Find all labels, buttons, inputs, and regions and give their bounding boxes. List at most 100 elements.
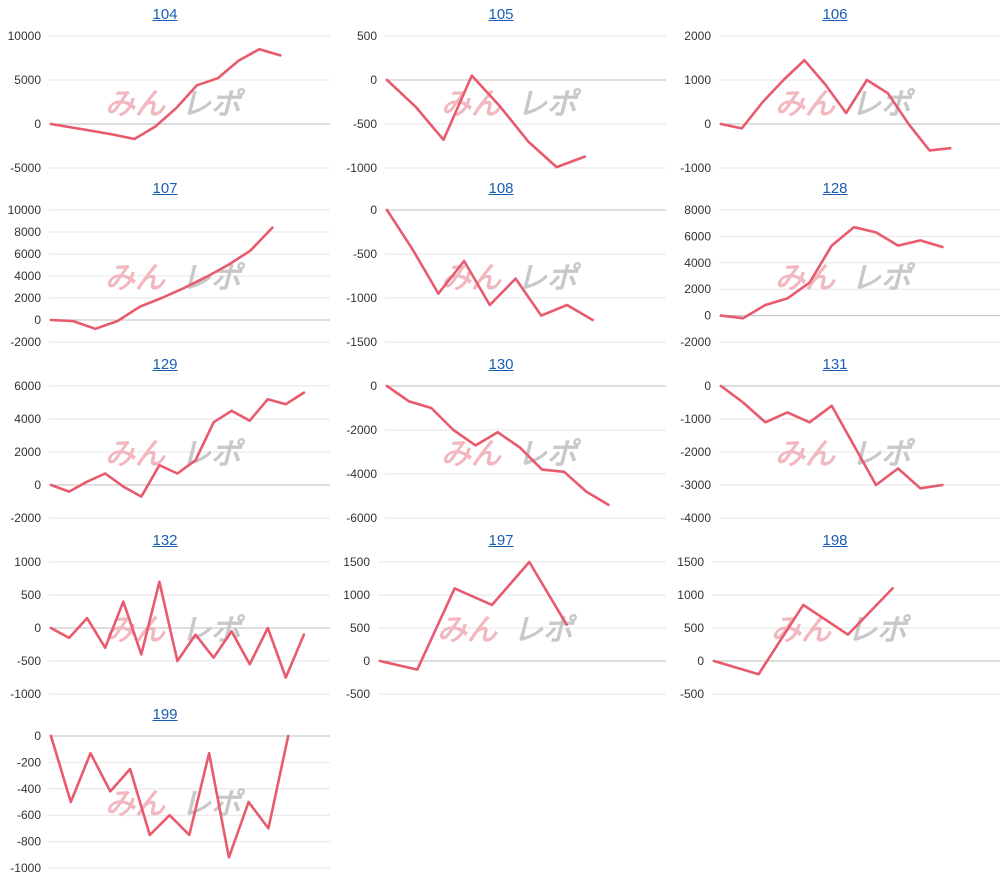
y-tick-label: 2000 <box>684 282 711 296</box>
svg-text:みん: みん <box>105 613 166 648</box>
line-chart: 0 -500 -1000 -1500 みん レポ <box>346 203 666 349</box>
chart-title-link[interactable]: 105 <box>488 6 514 23</box>
y-tick-label: 500 <box>684 621 704 635</box>
y-tick-label: 0 <box>704 309 711 323</box>
y-tick-label: -3000 <box>680 478 711 492</box>
y-tick-label: 8000 <box>14 225 41 239</box>
chart-title-link[interactable]: 132 <box>152 532 178 549</box>
series-line <box>719 58 952 152</box>
watermark-logo: みん レポ <box>105 787 246 822</box>
chart-panel-104: 104 10000 5000 0 -5000 みん レポ <box>0 6 330 180</box>
chart-title-link[interactable]: 197 <box>488 532 514 549</box>
series-line <box>385 74 587 169</box>
y-tick-label: 0 <box>697 654 704 668</box>
y-tick-label: 0 <box>34 729 41 743</box>
svg-text:みん: みん <box>775 261 836 296</box>
series-line <box>378 560 568 671</box>
y-tick-label: -500 <box>353 247 377 261</box>
y-tick-label: -200 <box>17 755 41 769</box>
y-tick-label: 1000 <box>14 555 41 569</box>
y-tick-label: -500 <box>17 654 41 668</box>
svg-text:みん: みん <box>441 87 502 122</box>
y-tick-label: 6000 <box>684 229 711 243</box>
y-tick-label: 4000 <box>684 256 711 270</box>
y-tick-label: 5000 <box>14 73 41 87</box>
series-line <box>49 734 290 859</box>
y-tick-label: 0 <box>704 117 711 131</box>
y-tick-label: 1000 <box>684 73 711 87</box>
chart-title-link[interactable]: 131 <box>822 356 848 373</box>
y-tick-label: 0 <box>370 379 377 393</box>
chart-panel-108: 108 0 -500 -1000 -1500 みん レポ <box>336 180 666 354</box>
svg-text:みん: みん <box>105 787 166 822</box>
series-line <box>719 384 944 490</box>
svg-text:みん: みん <box>105 437 166 472</box>
y-tick-label: -1000 <box>346 161 377 175</box>
watermark-logo: みん レポ <box>775 261 916 296</box>
chart-title-link[interactable]: 104 <box>152 6 178 23</box>
series-line <box>49 226 274 331</box>
chart-title-link[interactable]: 128 <box>822 180 848 197</box>
y-tick-label: 2000 <box>14 291 41 305</box>
chart-panel-106: 106 2000 1000 0 -1000 みん レポ <box>670 6 1000 180</box>
chart-title-link[interactable]: 130 <box>488 356 514 373</box>
y-tick-label: -6000 <box>346 511 377 525</box>
y-tick-label: -600 <box>17 808 41 822</box>
watermark-logo: みん レポ <box>775 87 916 122</box>
y-tick-label: 1500 <box>677 555 704 569</box>
svg-text:レポ: レポ <box>517 261 582 296</box>
watermark-logo: みん レポ <box>105 437 246 472</box>
svg-text:レポ: レポ <box>181 87 246 122</box>
chart-panel-132: 132 1000 500 0 -500 -1000 みん レポ <box>0 532 330 706</box>
y-tick-label: -2000 <box>346 423 377 437</box>
y-tick-label: 0 <box>34 117 41 131</box>
line-chart: 10000 5000 0 -5000 みん レポ <box>8 29 330 175</box>
y-tick-label: 500 <box>357 29 377 43</box>
svg-text:レポ: レポ <box>851 87 916 122</box>
y-tick-label: -800 <box>17 835 41 849</box>
svg-text:みん: みん <box>437 613 498 648</box>
y-tick-label: 500 <box>350 621 370 635</box>
chart-panel-197: 197 1500 1000 500 0 -500 みん レポ <box>336 532 666 706</box>
y-tick-label: -400 <box>17 782 41 796</box>
svg-text:レポ: レポ <box>181 787 246 822</box>
svg-text:レポ: レポ <box>517 87 582 122</box>
chart-title-link[interactable]: 198 <box>822 532 848 549</box>
y-tick-label: 0 <box>34 478 41 492</box>
chart-panel-130: 130 0 -2000 -4000 -6000 みん レポ <box>336 356 666 530</box>
chart-title-link[interactable]: 107 <box>152 180 178 197</box>
chart-panel-198: 198 1500 1000 500 0 -500 みん レポ <box>670 532 1000 706</box>
series-line <box>49 47 282 141</box>
watermark-logo: みん レポ <box>105 87 246 122</box>
line-chart: 10000 8000 6000 4000 2000 0 -2000 みん レポ <box>8 203 330 349</box>
svg-text:みん: みん <box>105 261 166 296</box>
chart-title-link[interactable]: 106 <box>822 6 848 23</box>
chart-title-link[interactable]: 199 <box>152 706 178 723</box>
y-tick-label: 0 <box>34 621 41 635</box>
y-tick-label: -1000 <box>680 161 711 175</box>
line-chart: 500 0 -500 -1000 みん レポ <box>346 29 666 175</box>
y-tick-label: -500 <box>353 117 377 131</box>
svg-text:みん: みん <box>775 87 836 122</box>
svg-text:レポ: レポ <box>181 437 246 472</box>
svg-text:レポ: レポ <box>513 613 578 648</box>
watermark-logo: みん レポ <box>441 261 582 296</box>
y-tick-label: -1500 <box>346 335 377 349</box>
chart-title-link[interactable]: 108 <box>488 180 514 197</box>
svg-text:みん: みん <box>105 87 166 122</box>
y-tick-label: 0 <box>370 73 377 87</box>
y-tick-label: -1000 <box>346 291 377 305</box>
watermark-logo: みん レポ <box>441 87 582 122</box>
y-tick-label: -1000 <box>10 687 41 701</box>
y-tick-label: 6000 <box>14 379 41 393</box>
chart-panel-199: 199 0 -200 -400 -600 -800 -1000 みん レポ <box>0 706 330 880</box>
svg-text:レポ: レポ <box>851 437 916 472</box>
chart-panel-129: 129 6000 4000 2000 0 -2000 みん レポ <box>0 356 330 530</box>
watermark-logo: みん レポ <box>437 613 578 648</box>
y-tick-label: -4000 <box>346 467 377 481</box>
line-chart: 8000 6000 4000 2000 0 -2000 みん レポ <box>680 203 1000 349</box>
line-chart: 6000 4000 2000 0 -2000 みん レポ <box>10 379 330 525</box>
chart-title-link[interactable]: 129 <box>152 356 178 373</box>
svg-text:レポ: レポ <box>181 261 246 296</box>
